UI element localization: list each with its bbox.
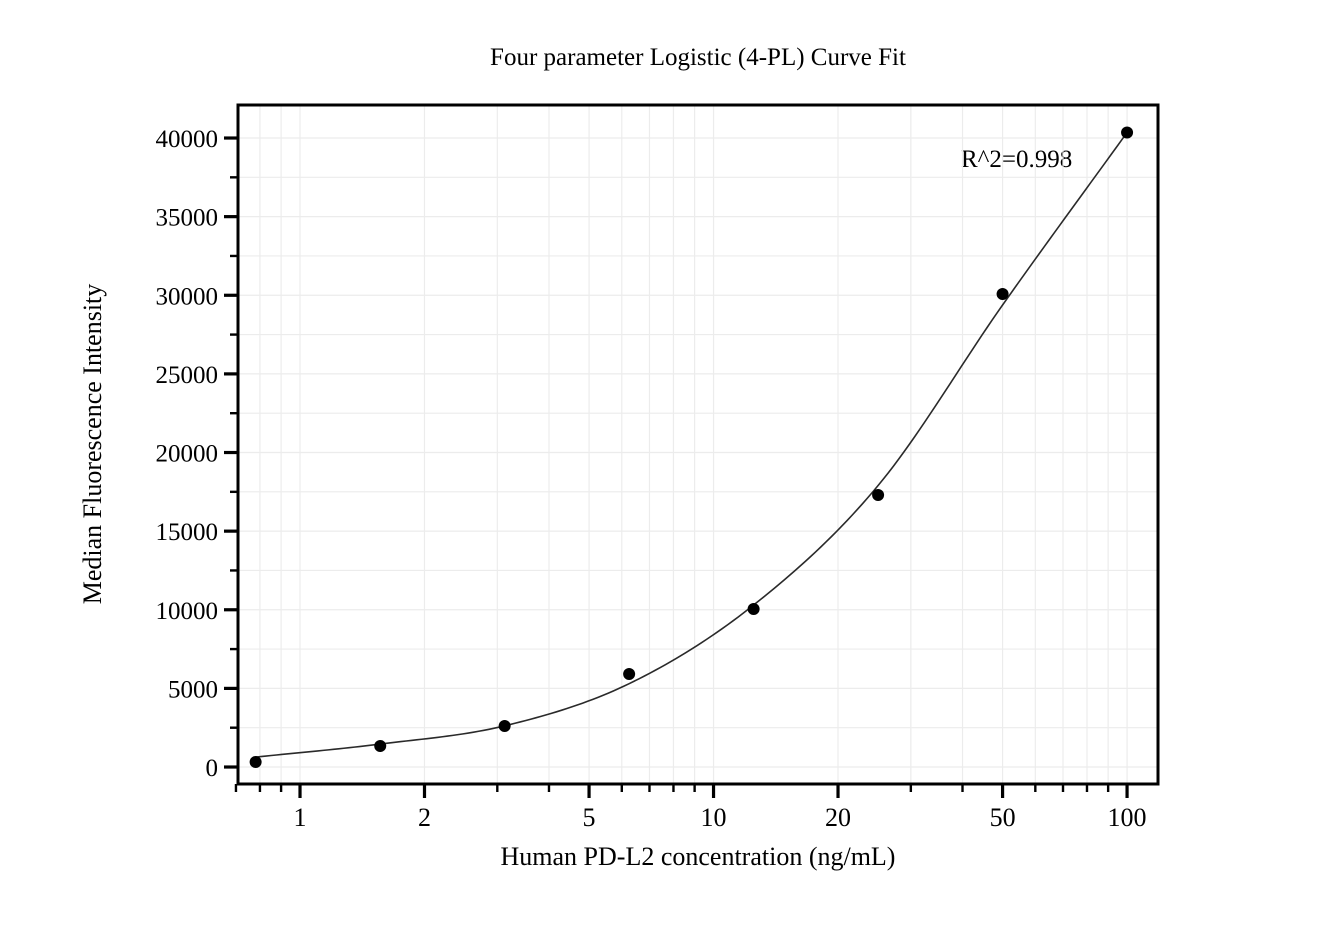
data-point bbox=[374, 739, 387, 752]
y-tick-label: 15000 bbox=[156, 519, 219, 546]
r-squared-annotation: R^2=0.998 bbox=[961, 146, 1073, 173]
x-tick-label: 1 bbox=[294, 803, 307, 832]
chart-title: Four parameter Logistic (4-PL) Curve Fit bbox=[490, 44, 906, 71]
x-tick-label: 50 bbox=[990, 803, 1016, 832]
data-point bbox=[996, 288, 1009, 301]
y-tick-label: 30000 bbox=[156, 283, 219, 310]
y-tick-label: 20000 bbox=[156, 441, 219, 468]
plot-frame bbox=[236, 103, 1160, 786]
fit-curve bbox=[255, 132, 1128, 758]
x-axis-label: Human PD-L2 concentration (ng/mL) bbox=[500, 842, 896, 871]
x-tick-label: 100 bbox=[1108, 803, 1147, 832]
x-tick-label: 2 bbox=[418, 803, 431, 832]
data-point bbox=[498, 719, 511, 732]
y-tick-label: 40000 bbox=[156, 126, 219, 153]
y-tick-label: 0 bbox=[206, 755, 219, 782]
x-tick-label: 20 bbox=[825, 803, 851, 832]
data-point bbox=[623, 668, 636, 681]
y-tick-label: 10000 bbox=[156, 598, 219, 625]
y-tick-label: 5000 bbox=[168, 676, 218, 703]
y-tick-label: 35000 bbox=[156, 205, 219, 232]
data-point bbox=[747, 602, 760, 615]
data-point bbox=[1121, 126, 1134, 139]
data-point bbox=[872, 488, 885, 501]
x-tick-label: 10 bbox=[701, 803, 727, 832]
y-tick-label: 25000 bbox=[156, 362, 219, 389]
x-tick-label: 5 bbox=[583, 803, 596, 832]
data-point bbox=[249, 755, 262, 768]
